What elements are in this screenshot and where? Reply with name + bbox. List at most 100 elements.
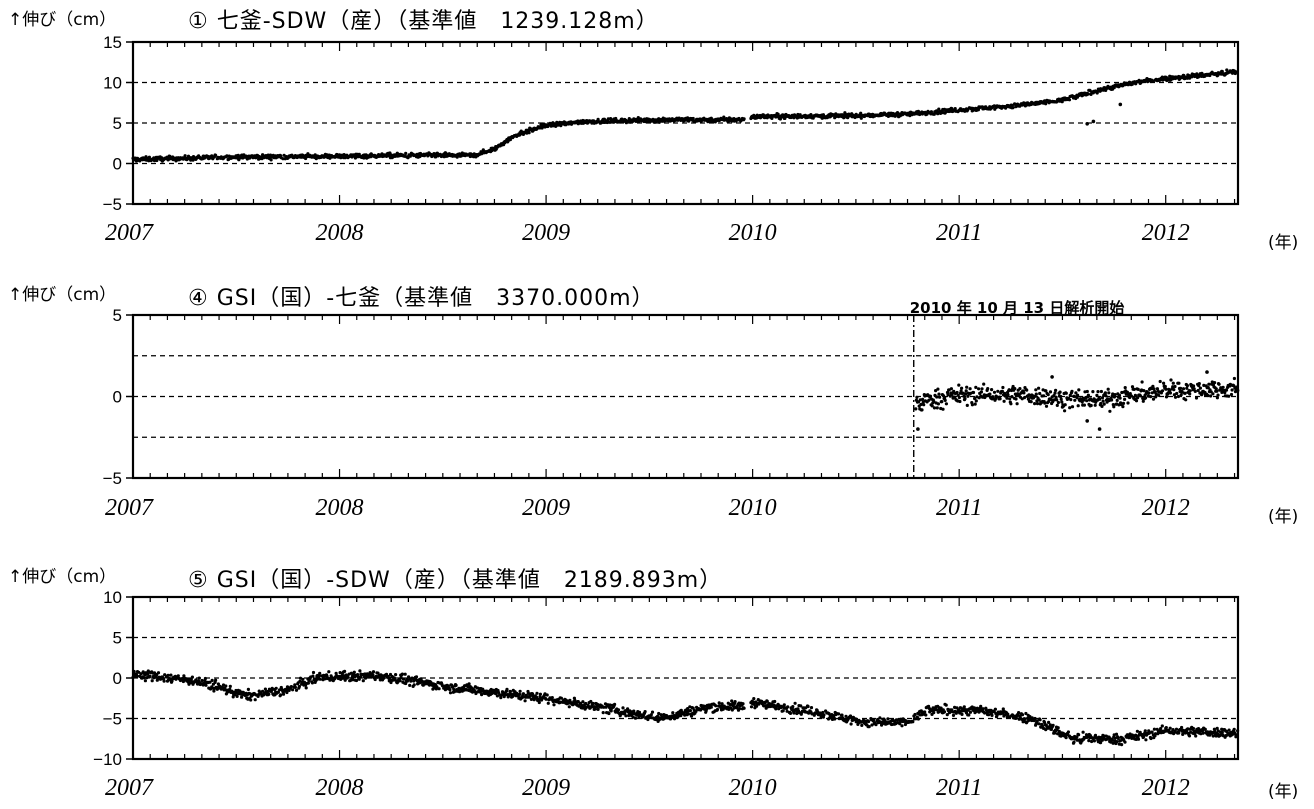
- data-point: [1050, 375, 1054, 379]
- data-point: [1006, 393, 1009, 396]
- y-axis-label: ↑伸び（cm）: [8, 10, 116, 30]
- data-point: [1184, 398, 1187, 401]
- data-point: [981, 707, 984, 710]
- data-point: [1073, 399, 1076, 402]
- data-point: [1067, 730, 1070, 733]
- x-tick-label: 2007: [105, 220, 154, 246]
- data-point: [1090, 404, 1093, 407]
- data-point: [518, 693, 521, 696]
- data-point: [1098, 427, 1102, 431]
- data-point: [1021, 713, 1024, 716]
- data-point: [1077, 733, 1080, 736]
- data-point: [840, 714, 843, 717]
- panel-title: ④ GSI（国）-七釜（基準値 3370.000m）: [188, 286, 655, 311]
- y-tick-label: 5: [113, 306, 122, 325]
- data-point: [994, 708, 997, 711]
- data-point: [786, 705, 789, 708]
- data-point: [1104, 391, 1107, 394]
- data-point: [1052, 724, 1055, 727]
- data-point: [1068, 98, 1071, 101]
- data-point: [1047, 393, 1050, 396]
- y-tick-label: 10: [103, 588, 122, 607]
- data-point: [1157, 394, 1160, 397]
- data-point: [1087, 394, 1090, 397]
- data-point: [1055, 396, 1058, 399]
- data-point: [782, 709, 785, 712]
- data-point: [291, 688, 294, 691]
- data-point: [872, 718, 875, 721]
- data-point: [886, 717, 889, 720]
- data-point: [999, 397, 1002, 400]
- data-point: [935, 395, 938, 398]
- data-point: [687, 712, 690, 715]
- data-point: [254, 698, 257, 701]
- data-point: [1216, 396, 1219, 399]
- data-point: [1085, 419, 1089, 423]
- data-point: [644, 710, 647, 713]
- panel-1: ↑伸び（cm） ① 七釜-SDW（産）（基準値 1239.128m） 15 10 5 0 −…: [8, 9, 1298, 253]
- data-point: [404, 152, 407, 155]
- data-point: [1014, 397, 1017, 400]
- data-point: [993, 391, 996, 394]
- data-point: [960, 713, 963, 716]
- data-point: [1149, 395, 1152, 398]
- data-point: [980, 387, 983, 390]
- data-point: [1064, 403, 1067, 406]
- data-point: [1036, 402, 1039, 405]
- data-points: [131, 669, 1239, 746]
- y-tick-label: −5: [103, 710, 122, 729]
- data-point: [610, 709, 613, 712]
- data-point: [1112, 405, 1115, 408]
- data-point: [214, 679, 217, 682]
- data-point: [1133, 388, 1136, 391]
- data-point: [1124, 386, 1127, 389]
- data-point: [343, 670, 346, 673]
- data-point: [528, 131, 531, 134]
- x-tick-label: 2008: [316, 495, 364, 521]
- data-point: [229, 685, 232, 688]
- x-tick-label: 2010: [729, 775, 777, 801]
- data-point: [455, 684, 458, 687]
- data-point: [987, 713, 990, 716]
- data-point: [404, 673, 407, 676]
- data-point: [438, 687, 441, 690]
- data-point: [920, 408, 923, 411]
- data-point: [1188, 392, 1191, 395]
- data-point: [198, 677, 201, 680]
- data-point: [143, 676, 146, 679]
- data-points: [914, 370, 1239, 431]
- data-point: [1003, 400, 1006, 403]
- data-point: [372, 670, 375, 673]
- data-point: [1025, 389, 1028, 392]
- data-point: [1065, 392, 1068, 395]
- data-point: [741, 702, 744, 705]
- data-point: [878, 716, 881, 719]
- data-point: [1211, 392, 1214, 395]
- data-point: [1037, 722, 1040, 725]
- data-point: [1122, 402, 1125, 405]
- data-point: [957, 384, 960, 387]
- data-point: [789, 712, 792, 715]
- data-point: [545, 698, 548, 701]
- data-point: [224, 684, 227, 687]
- x-tick-label: 2011: [936, 495, 982, 521]
- data-point: [1119, 397, 1122, 400]
- data-point: [1177, 382, 1180, 385]
- data-point: [1108, 410, 1111, 413]
- data-point: [318, 672, 321, 675]
- data-point: [1060, 398, 1063, 401]
- x-tick-label: 2012: [1142, 775, 1190, 801]
- data-point: [1023, 396, 1026, 399]
- data-point: [1054, 389, 1057, 392]
- data-point: [807, 705, 810, 708]
- data-point: [1123, 741, 1126, 744]
- x-tick-label: 2007: [105, 495, 154, 521]
- data-point: [294, 686, 297, 689]
- data-point: [933, 406, 936, 409]
- data-point: [1204, 728, 1207, 731]
- data-point: [371, 673, 374, 676]
- data-point: [1060, 400, 1063, 403]
- data-point: [1199, 387, 1202, 390]
- data-point: [1093, 739, 1096, 742]
- data-point: [1135, 399, 1138, 402]
